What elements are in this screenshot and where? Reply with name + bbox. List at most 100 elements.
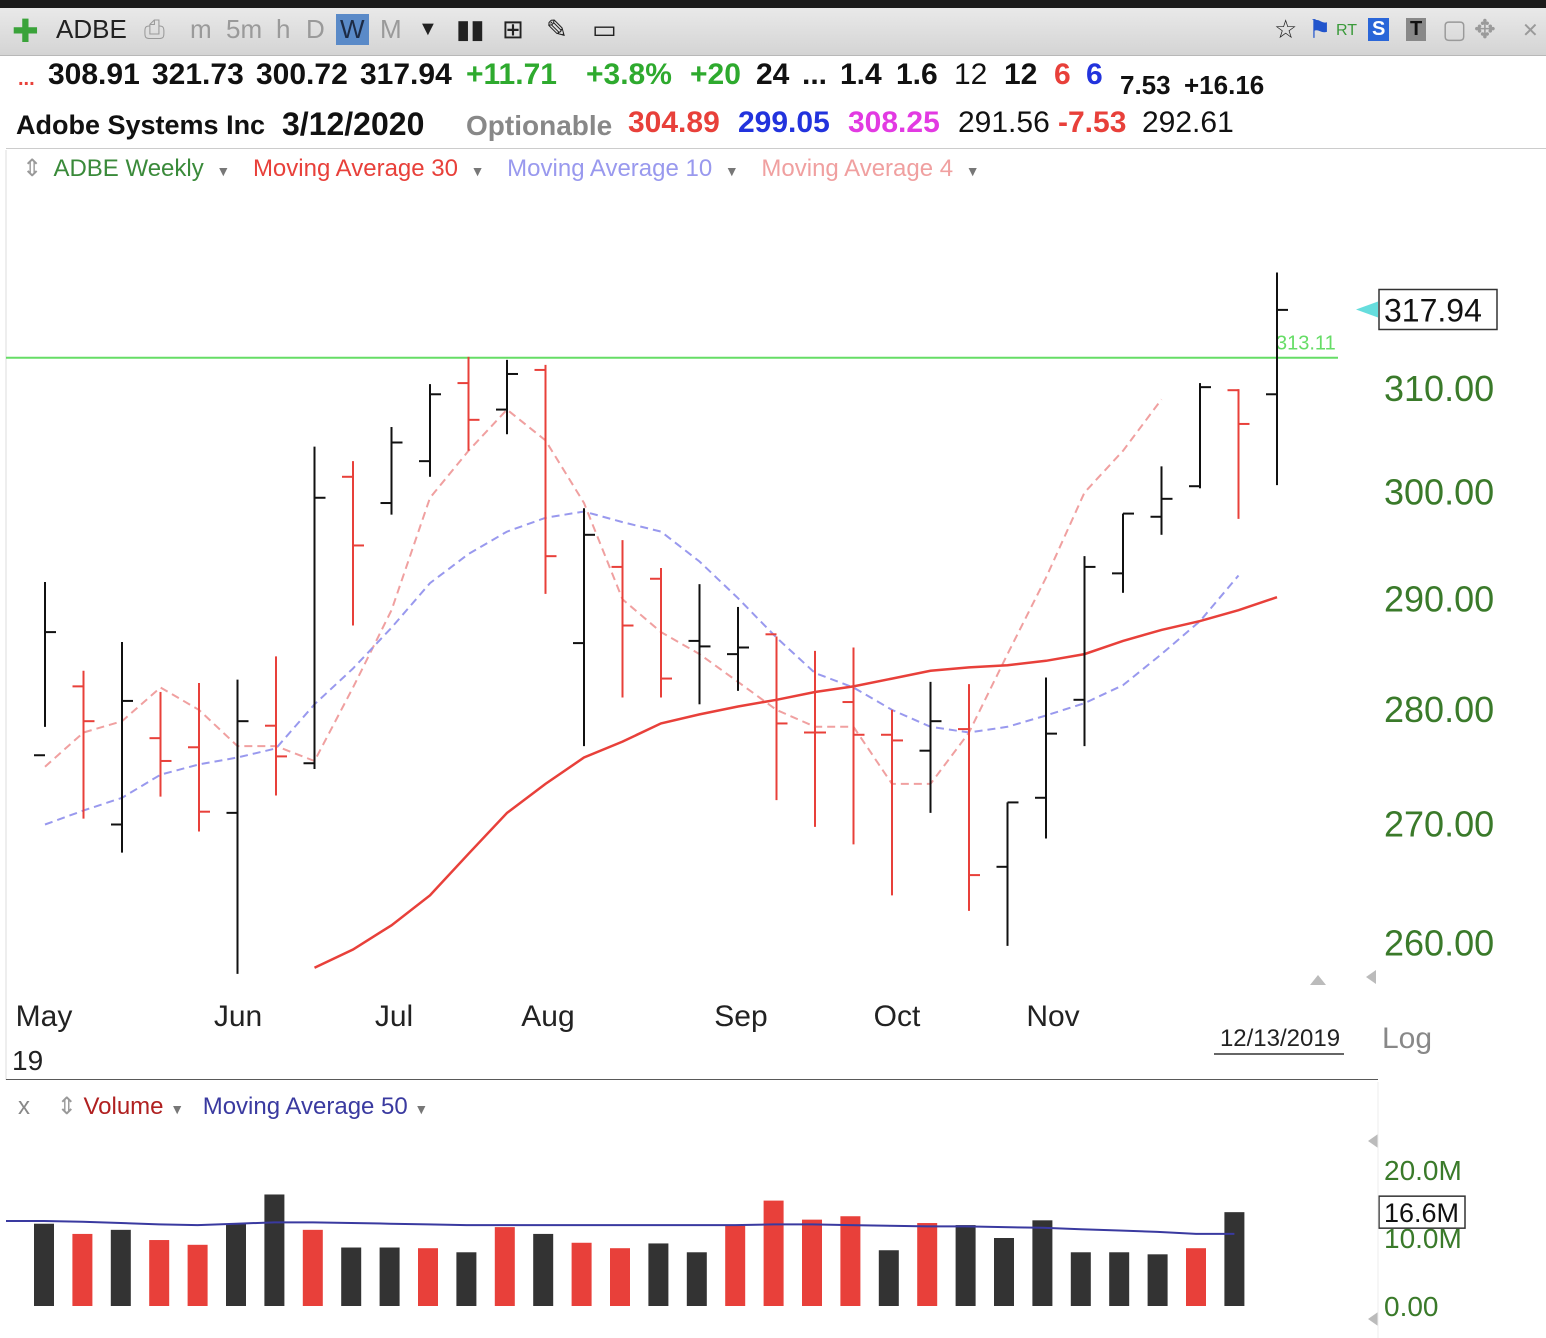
legend-ma4[interactable]: Moving Average 4 bbox=[761, 155, 954, 182]
realtime-badge[interactable]: RT bbox=[1336, 22, 1358, 39]
legend-drag-icon[interactable]: ⇕ bbox=[22, 155, 43, 182]
volume-bar bbox=[456, 1252, 477, 1306]
volume-bar bbox=[494, 1227, 515, 1306]
y-tick-label: 300.00 bbox=[1384, 472, 1494, 513]
ohlc-bar bbox=[958, 684, 980, 911]
x-month-label: Nov bbox=[1026, 1000, 1079, 1033]
ohlc-bar bbox=[496, 359, 518, 435]
ohlc-bar bbox=[188, 683, 210, 832]
volume-drag-icon[interactable]: ⇕ bbox=[56, 1093, 77, 1120]
window-icon[interactable]: ▢ bbox=[1442, 14, 1467, 44]
timeframe-day[interactable]: D bbox=[306, 14, 325, 44]
volume-bar bbox=[763, 1200, 784, 1306]
t-badge[interactable]: T bbox=[1406, 18, 1427, 41]
quote-f3: ... bbox=[802, 58, 828, 91]
quote-low: 300.72 bbox=[256, 58, 348, 91]
grid-icon[interactable]: ⊞ bbox=[502, 14, 524, 44]
volume-close-icon[interactable]: x bbox=[18, 1093, 30, 1120]
legend-ma30[interactable]: Moving Average 30 bbox=[252, 155, 458, 182]
ohlc-bar bbox=[842, 647, 865, 845]
volume-bar bbox=[1109, 1252, 1130, 1306]
timeframe-5m[interactable]: 5m bbox=[226, 14, 263, 44]
volume-scroll-up-icon bbox=[1368, 1134, 1378, 1148]
quote-f2: 24 bbox=[756, 58, 790, 91]
ohlc-bar bbox=[342, 461, 364, 626]
header-divider bbox=[6, 148, 1546, 149]
note-icon[interactable]: ▭ bbox=[592, 14, 617, 44]
volume-bar bbox=[648, 1243, 669, 1306]
quote-v6: 292.61 bbox=[1142, 106, 1234, 139]
quote-change: +11.71 bbox=[466, 58, 557, 91]
legend-main-dropdown-icon[interactable]: ▼ bbox=[216, 163, 231, 179]
volume-bar bbox=[226, 1223, 246, 1306]
pencil-icon[interactable]: ✎ bbox=[546, 14, 568, 44]
x-month-label: Jul bbox=[375, 1000, 413, 1033]
ohlc-bar bbox=[611, 540, 634, 698]
ohlc-bar bbox=[919, 681, 942, 813]
close-icon[interactable]: ✕ bbox=[1522, 20, 1539, 42]
company-name: Adobe Systems Inc bbox=[16, 110, 266, 140]
flag-icon[interactable]: ⚑ bbox=[1308, 14, 1332, 44]
move-icon[interactable]: ✥ bbox=[1474, 14, 1496, 44]
ohlc-bar bbox=[765, 633, 788, 801]
ohlc-bar bbox=[1266, 272, 1288, 486]
reference-line-label: 313.11 bbox=[1276, 333, 1336, 355]
timeframe-1m[interactable]: m bbox=[190, 14, 212, 44]
volume-bar bbox=[1224, 1212, 1245, 1306]
quote-f10: 7.53 bbox=[1120, 70, 1171, 100]
volume-bar bbox=[418, 1248, 438, 1306]
price-chart[interactable]: 313.11 260.00 270.00 280.00 290.00 300.00 310.… bbox=[0, 150, 1546, 1080]
ohlc-bar bbox=[1189, 383, 1211, 489]
quote-row-1: ... 308.91 321.73 300.72 317.94 +11.71 +… bbox=[0, 58, 1546, 102]
ohlc-bar bbox=[804, 650, 826, 827]
add-symbol-icon[interactable]: ✚ bbox=[12, 13, 39, 49]
ohlc-bar bbox=[1150, 466, 1173, 535]
legend-volume-dropdown-icon[interactable]: ▼ bbox=[170, 1101, 185, 1117]
legend-main[interactable]: ADBE Weekly bbox=[53, 155, 204, 182]
volume-bar bbox=[341, 1247, 362, 1306]
volume-bar bbox=[302, 1229, 323, 1306]
legend-ma30-dropdown-icon[interactable]: ▼ bbox=[470, 163, 485, 179]
star-icon[interactable]: ☆ bbox=[1274, 14, 1298, 44]
volume-bar bbox=[149, 1240, 170, 1306]
volume-bar bbox=[1147, 1254, 1168, 1306]
volume-legend: x ⇕ Volume ▼ Moving Average 50 ▼ bbox=[18, 1092, 428, 1121]
ohlc-bar bbox=[111, 641, 133, 853]
ohlc-bar bbox=[419, 384, 441, 477]
legend-vol-ma-dropdown-icon[interactable]: ▼ bbox=[414, 1101, 429, 1117]
volume-y-tick: 20.0M bbox=[1384, 1155, 1462, 1186]
volume-bar bbox=[379, 1247, 400, 1306]
volume-bar bbox=[571, 1242, 592, 1306]
timeframe-week[interactable]: W bbox=[336, 14, 369, 45]
legend-ma4-dropdown-icon[interactable]: ▼ bbox=[965, 163, 980, 179]
volume-bar bbox=[725, 1225, 746, 1306]
volume-bar bbox=[34, 1223, 54, 1306]
print-icon[interactable]: ⎙ bbox=[144, 14, 165, 44]
ohlc-bar bbox=[34, 581, 56, 757]
legend-vol-ma[interactable]: Moving Average 50 bbox=[202, 1093, 408, 1120]
quote-f5: 1.6 bbox=[896, 58, 938, 91]
timeframe-month[interactable]: M bbox=[380, 14, 402, 44]
last-price-marker bbox=[1356, 301, 1378, 318]
volume-bar bbox=[264, 1194, 285, 1306]
quote-f7: 12 bbox=[1004, 58, 1038, 91]
timeframe-dropdown-icon[interactable]: ▼ bbox=[418, 18, 438, 40]
legend-volume[interactable]: Volume bbox=[83, 1093, 164, 1120]
symbol-label[interactable]: ADBE bbox=[56, 14, 127, 44]
ohlc-bar bbox=[1227, 389, 1250, 519]
ohlc-bar bbox=[534, 364, 557, 594]
volume-bar bbox=[610, 1248, 630, 1306]
quote-f11: +16.16 bbox=[1184, 70, 1265, 100]
ohlc-bar bbox=[996, 801, 1019, 946]
x-month-label: Sep bbox=[714, 1000, 767, 1033]
ohlc-bar bbox=[265, 656, 287, 796]
scroll-up-icon bbox=[1310, 975, 1326, 985]
timeframe-hour[interactable]: h bbox=[276, 14, 291, 44]
legend-ma10[interactable]: Moving Average 10 bbox=[507, 155, 713, 182]
s-badge[interactable]: S bbox=[1368, 18, 1390, 41]
ohlc-bar bbox=[457, 356, 480, 451]
bar-chart-icon[interactable]: ▮▮ bbox=[456, 14, 485, 44]
quote-v1: 304.89 bbox=[628, 106, 720, 139]
legend-ma10-dropdown-icon[interactable]: ▼ bbox=[724, 163, 739, 179]
